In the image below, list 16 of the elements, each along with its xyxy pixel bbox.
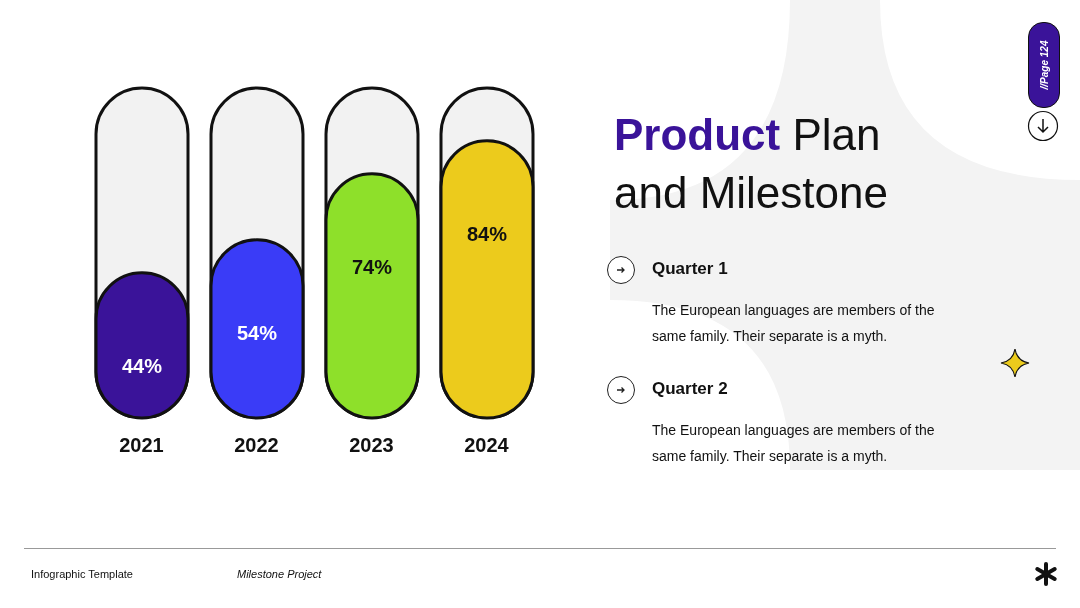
text: Product Plan and Milestone xyxy=(614,109,889,219)
text: Milestone Project xyxy=(237,568,322,580)
data-label: 74% xyxy=(351,255,393,278)
x-tick-label: 2021 xyxy=(119,434,164,457)
text: Quarter 2 xyxy=(652,379,728,399)
x-tick-label: 2024 xyxy=(464,434,510,457)
text: The European languages are members of the same family. Their separate is a myth. xyxy=(652,301,936,346)
text: Quarter 1 xyxy=(652,259,728,279)
text: The European languages are members of the same family. Their separate is a myth. xyxy=(652,421,936,466)
data-label: 44% xyxy=(121,354,163,377)
text: //Page 124 xyxy=(1038,40,1050,90)
x-tick-label: 2022 xyxy=(234,434,279,457)
x-tick-label: 2023 xyxy=(349,434,394,457)
data-label: 54% xyxy=(236,321,278,344)
data-label: 84% xyxy=(466,222,508,245)
text: Infographic Template xyxy=(31,568,133,580)
